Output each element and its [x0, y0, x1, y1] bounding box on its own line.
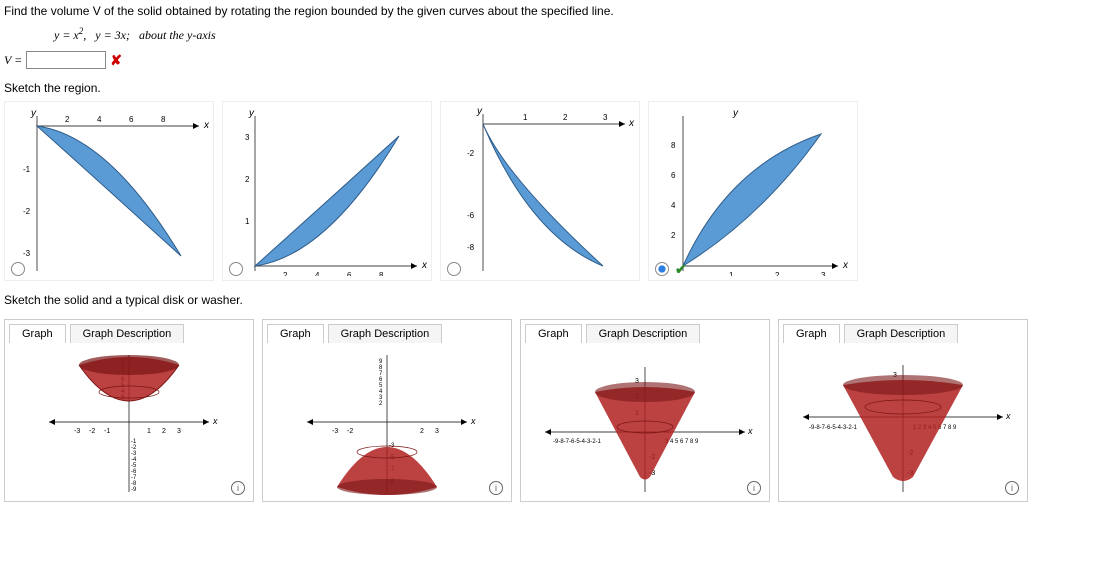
- answer-row: V = ✘: [4, 51, 1115, 69]
- tab-desc-3[interactable]: Graph Description: [586, 324, 701, 343]
- svg-text:2: 2: [245, 175, 250, 184]
- solid-panel-2[interactable]: Graph Graph Description x -3-2 23 987654…: [262, 319, 512, 502]
- svg-text:y: y: [30, 108, 37, 119]
- tab-desc-4[interactable]: Graph Description: [844, 324, 959, 343]
- svg-text:1: 1: [729, 271, 734, 276]
- svg-text:y: y: [732, 108, 739, 119]
- svg-text:x: x: [747, 426, 753, 436]
- region-panel-B[interactable]: x y 2 4 6 8 1 2 3: [222, 101, 432, 281]
- svg-text:2: 2: [671, 231, 676, 240]
- svg-text:x: x: [421, 260, 427, 271]
- svg-text:1: 1: [523, 113, 528, 122]
- svg-text:2: 2: [379, 401, 383, 407]
- info-icon[interactable]: i: [231, 481, 245, 495]
- svg-text:6: 6: [129, 115, 134, 124]
- svg-text:x: x: [842, 260, 849, 271]
- region-panel-D[interactable]: x y 1 2 3 2 4 6 8 ✔: [648, 101, 858, 281]
- svg-text:x: x: [628, 118, 635, 129]
- svg-text:4: 4: [97, 115, 102, 124]
- region-row: x y 2 4 6 8 -1 -2 -3 x y 2 4 6 8 1 2 3 x y 1: [4, 101, 1115, 281]
- region-radio-D[interactable]: [655, 262, 669, 276]
- solid-panel-4[interactable]: Graph Graph Description x -9-8-7-6-5-4-3…: [778, 319, 1028, 502]
- svg-text:6: 6: [347, 271, 352, 276]
- incorrect-icon: ✘: [110, 52, 122, 69]
- svg-text:-1: -1: [23, 165, 31, 174]
- info-icon[interactable]: i: [747, 481, 761, 495]
- tab-desc-2[interactable]: Graph Description: [328, 324, 443, 343]
- region-panel-C[interactable]: x y 1 2 3 -2 -6 -8: [440, 101, 640, 281]
- svg-text:x: x: [212, 416, 218, 426]
- svg-text:2: 2: [162, 428, 166, 435]
- svg-text:8: 8: [379, 271, 384, 276]
- region-radio-B[interactable]: [229, 262, 243, 276]
- svg-text:3: 3: [177, 428, 181, 435]
- region-panel-A[interactable]: x y 2 4 6 8 -1 -2 -3: [4, 101, 214, 281]
- svg-text:-3: -3: [332, 428, 338, 435]
- svg-text:3 4 5 6 7 8 9: 3 4 5 6 7 8 9: [665, 439, 699, 445]
- problem-equation: y = x2, y = 3x; about the y-axis: [54, 26, 1115, 43]
- solid-header: Sketch the solid and a typical disk or w…: [4, 293, 1115, 307]
- svg-text:-1: -1: [104, 428, 110, 435]
- svg-text:8: 8: [161, 115, 166, 124]
- svg-text:6: 6: [671, 171, 676, 180]
- svg-text:x: x: [1005, 411, 1011, 421]
- svg-text:3: 3: [603, 113, 608, 122]
- info-icon[interactable]: i: [1005, 481, 1019, 495]
- svg-text:x: x: [203, 120, 209, 131]
- svg-text:-3: -3: [74, 428, 80, 435]
- svg-text:-2: -2: [467, 149, 475, 158]
- tab-desc-1[interactable]: Graph Description: [70, 324, 185, 343]
- svg-text:2: 2: [420, 428, 424, 435]
- region-radio-A[interactable]: [11, 262, 25, 276]
- svg-text:2: 2: [563, 113, 568, 122]
- svg-text:4: 4: [315, 271, 320, 276]
- svg-text:8: 8: [671, 141, 676, 150]
- solid-panel-1[interactable]: Graph Graph Description x -3-2-1 123 987…: [4, 319, 254, 502]
- region-header: Sketch the region.: [4, 81, 1115, 95]
- svg-text:y: y: [248, 108, 255, 119]
- answer-input[interactable]: [26, 51, 106, 69]
- region-radio-C[interactable]: [447, 262, 461, 276]
- svg-text:-9-8-7-6-5-4-3-2-1: -9-8-7-6-5-4-3-2-1: [553, 439, 602, 445]
- svg-text:2: 2: [775, 271, 780, 276]
- svg-text:1: 1: [147, 428, 151, 435]
- answer-label: V =: [4, 53, 22, 68]
- svg-text:-3: -3: [23, 249, 31, 258]
- svg-text:3: 3: [435, 428, 439, 435]
- tab-graph-4[interactable]: Graph: [783, 324, 840, 343]
- tab-graph-3[interactable]: Graph: [525, 324, 582, 343]
- svg-text:x: x: [470, 416, 476, 426]
- svg-text:3: 3: [821, 271, 826, 276]
- svg-text:2: 2: [65, 115, 70, 124]
- svg-text:-9: -9: [131, 487, 137, 493]
- svg-text:-8: -8: [467, 243, 475, 252]
- tab-graph-2[interactable]: Graph: [267, 324, 324, 343]
- svg-text:4: 4: [671, 201, 676, 210]
- svg-text:-2: -2: [89, 428, 95, 435]
- svg-text:-2: -2: [23, 207, 31, 216]
- info-icon[interactable]: i: [489, 481, 503, 495]
- solid-row: Graph Graph Description x -3-2-1 123 987…: [4, 319, 1115, 502]
- svg-text:3: 3: [245, 133, 250, 142]
- svg-text:1: 1: [245, 217, 250, 226]
- correct-check-icon: ✔: [675, 261, 687, 278]
- tab-graph-1[interactable]: Graph: [9, 324, 66, 343]
- svg-text:y: y: [476, 106, 483, 117]
- problem-prompt: Find the volume V of the solid obtained …: [4, 4, 1115, 18]
- svg-text:2: 2: [283, 271, 288, 276]
- svg-text:-9-8-7-6-5-4-3-2-1: -9-8-7-6-5-4-3-2-1: [809, 425, 858, 431]
- svg-text:-2: -2: [347, 428, 353, 435]
- solid-panel-3[interactable]: Graph Graph Description x -9-8-7-6-5-4-3…: [520, 319, 770, 502]
- svg-text:-6: -6: [467, 211, 475, 220]
